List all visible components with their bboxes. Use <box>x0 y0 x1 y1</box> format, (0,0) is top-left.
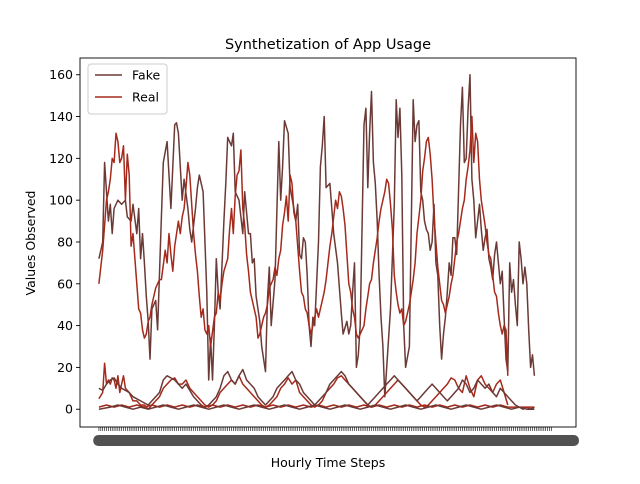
series-line-unlabeled-5 <box>98 404 535 410</box>
chart-title: Synthetization of App Usage <box>225 37 431 53</box>
legend-label-real: Real <box>132 90 159 105</box>
y-axis-label: Values Observed <box>23 191 38 296</box>
y-tick-label: 140 <box>49 109 73 124</box>
series-line-fake <box>98 73 536 398</box>
legend: Fake Real <box>87 63 168 115</box>
y-tick-label: 100 <box>49 193 73 208</box>
y-tick-label: 80 <box>57 234 73 249</box>
series-line-unlabeled-2 <box>98 362 509 410</box>
series-line-real <box>98 115 509 376</box>
x-ticks <box>98 427 552 431</box>
legend-label-fake: Fake <box>132 68 160 83</box>
legend-box <box>87 63 168 115</box>
y-tick-label: 60 <box>57 276 73 291</box>
plot-area <box>98 73 536 410</box>
series-line-unlabeled-3 <box>98 368 535 410</box>
y-tick-label: 0 <box>65 402 73 417</box>
x-axis-label: Hourly Time Steps <box>271 455 386 470</box>
series-line-unlabeled-4 <box>98 404 535 408</box>
y-tick-label: 160 <box>49 67 73 82</box>
y-tick-label: 20 <box>57 360 73 375</box>
x-tick-labels-overlap <box>93 435 579 446</box>
axes: 0 20 40 60 80 100 120 140 160 <box>49 57 579 446</box>
y-tick-label: 120 <box>49 151 73 166</box>
y-tick-label: 40 <box>57 318 73 333</box>
